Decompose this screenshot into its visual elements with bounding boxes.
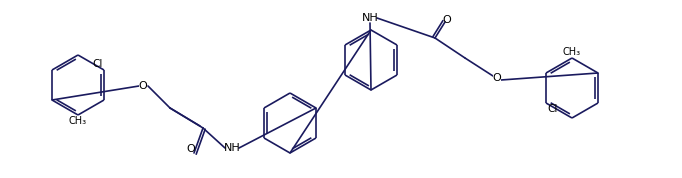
Text: CH₃: CH₃ [69,116,87,126]
Text: Cl: Cl [547,104,557,114]
Text: CH₃: CH₃ [563,47,581,57]
Text: NH: NH [361,13,379,23]
Text: Cl: Cl [93,59,103,69]
Text: O: O [187,144,195,154]
Text: O: O [138,81,147,91]
Text: NH: NH [224,143,240,153]
Text: O: O [492,73,501,83]
Text: O: O [443,15,451,25]
